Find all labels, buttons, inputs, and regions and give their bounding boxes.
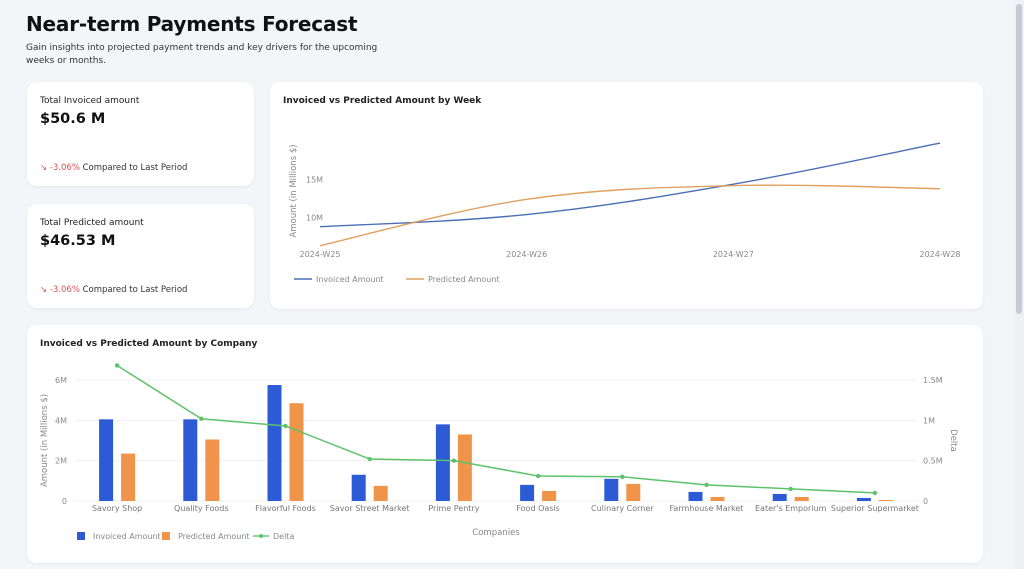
x-tick-label: Food Oasis <box>516 504 559 513</box>
delta-point <box>199 416 204 421</box>
delta-point <box>367 456 372 462</box>
x-axis-label: Companies <box>472 528 520 538</box>
x-tick-label: Eater's Emporium <box>755 504 827 513</box>
x-tick-label: 2024-W25 <box>299 250 340 259</box>
y-tick-label: 0 <box>62 497 67 506</box>
x-tick-label: 2024-W26 <box>506 250 547 259</box>
kpi-delta-text: Compared to Last Period <box>82 285 188 295</box>
weekly-chart: Amount (in Millions $) 10M 15M 2024-W25 2024… <box>289 142 961 284</box>
bar-predicted <box>205 439 220 501</box>
bar-predicted <box>121 453 136 501</box>
kpi-label: Total Predicted amount <box>40 218 144 228</box>
delta-point <box>451 458 457 463</box>
kpi-card-predicted: Total Predicted amount $46.53 M ↘ -3.06%… <box>27 204 254 308</box>
delta-point <box>620 474 625 479</box>
page-title: Near-term Payments Forecast <box>26 12 358 36</box>
bar-predicted <box>710 496 725 501</box>
company-chart: Amount (in Millions $) 0 2M 4M 6M 0 0.5M 1M 1.5M… <box>40 363 958 541</box>
bar-predicted <box>457 434 472 501</box>
y2-tick-label: 0 <box>923 497 928 506</box>
y2-tick-label: 0.5M <box>923 457 943 466</box>
series-line-invoiced <box>319 142 941 228</box>
legend-swatch <box>162 532 170 540</box>
x-tick-label: 2024-W28 <box>919 250 960 259</box>
bar-predicted <box>878 499 893 501</box>
bar-invoiced <box>520 484 535 501</box>
y-tick-label: 4M <box>55 416 67 425</box>
y-axis-label: Amount (in Millions $) <box>289 144 299 237</box>
bar-predicted <box>289 403 304 501</box>
bar-predicted <box>373 485 388 501</box>
kpi-label: Total Invoiced amount <box>40 96 140 106</box>
bar-predicted <box>542 490 557 501</box>
bar-invoiced <box>604 478 619 501</box>
delta-line <box>116 364 875 494</box>
kpi-value: $50.6 M <box>40 111 106 127</box>
bar-invoiced <box>772 493 787 501</box>
weekly-chart-card: Invoiced vs Predicted Amount by Week Amo… <box>270 82 983 309</box>
y2-tick-label: 1.5M <box>923 376 943 385</box>
legend-marker <box>259 534 263 538</box>
page-subtitle: Gain insights into projected payment tre… <box>26 43 378 66</box>
bar-invoiced <box>183 419 198 501</box>
kpi-card-invoiced: Total Invoiced amount $50.6 M ↘ -3.06% C… <box>27 82 254 186</box>
kpi-delta-text: Compared to Last Period <box>82 163 188 173</box>
delta-point <box>283 423 288 429</box>
bar-predicted <box>626 483 641 501</box>
trend-down-icon: ↘ <box>40 163 48 173</box>
x-tick-label: Savor Street Market <box>330 504 410 513</box>
x-tick-label: Prime Pentry <box>428 504 479 513</box>
x-tick-label: Culinary Corner <box>591 504 654 513</box>
x-tick-label: Quality Foods <box>174 504 228 513</box>
kpi-delta-value: -3.06% <box>49 163 80 173</box>
delta-point <box>788 486 793 492</box>
legend-label: Delta <box>273 532 294 541</box>
bar-invoiced <box>435 424 450 501</box>
delta-point <box>114 363 120 368</box>
scrollbar-thumb[interactable] <box>1016 4 1022 314</box>
delta-point <box>872 490 878 496</box>
kpi-delta: ↘ -3.06% Compared to Last Period <box>40 163 187 173</box>
bar-invoiced <box>856 497 871 501</box>
bar-invoiced <box>99 419 114 501</box>
y-tick-label: 2M <box>55 457 67 466</box>
y-axis-label: Amount (in Millions $) <box>40 394 50 487</box>
legend-label: Predicted Amount <box>428 275 500 284</box>
weekly-chart-title: Invoiced vs Predicted Amount by Week <box>283 96 482 106</box>
bar-invoiced <box>267 385 282 501</box>
delta-point <box>535 473 541 479</box>
y2-tick-label: 1M <box>923 416 935 425</box>
y-tick-label: 6M <box>55 376 67 385</box>
x-tick-label: Superior Supermarket <box>831 504 919 513</box>
y2-axis-label: Delta <box>948 429 958 452</box>
bar-predicted <box>794 496 809 501</box>
legend-swatch <box>77 532 85 540</box>
company-chart-title: Invoiced vs Predicted Amount by Company <box>40 339 258 349</box>
y-tick-label: 15M <box>306 176 323 185</box>
legend-label: Invoiced Amount <box>316 275 384 284</box>
delta-point <box>704 482 709 488</box>
x-tick-label: Flavorful Foods <box>255 504 316 513</box>
series-line-predicted <box>319 184 941 247</box>
x-tick-label: Farmhouse Market <box>670 504 744 513</box>
legend-label: Predicted Amount <box>178 532 250 541</box>
trend-down-icon: ↘ <box>40 285 48 295</box>
y-tick-label: 10M <box>306 214 323 223</box>
kpi-delta-value: -3.06% <box>49 285 80 295</box>
kpi-delta: ↘ -3.06% Compared to Last Period <box>40 285 187 295</box>
bar-invoiced <box>351 474 366 501</box>
x-tick-label: Savory Shop <box>92 504 142 513</box>
bar-invoiced <box>688 491 703 501</box>
x-tick-label: 2024-W27 <box>713 250 754 259</box>
kpi-value: $46.53 M <box>40 233 116 249</box>
legend-label: Invoiced Amount <box>93 532 161 541</box>
page-scrollbar[interactable] <box>1014 0 1024 569</box>
company-chart-card: Invoiced vs Predicted Amount by Company … <box>27 325 983 563</box>
